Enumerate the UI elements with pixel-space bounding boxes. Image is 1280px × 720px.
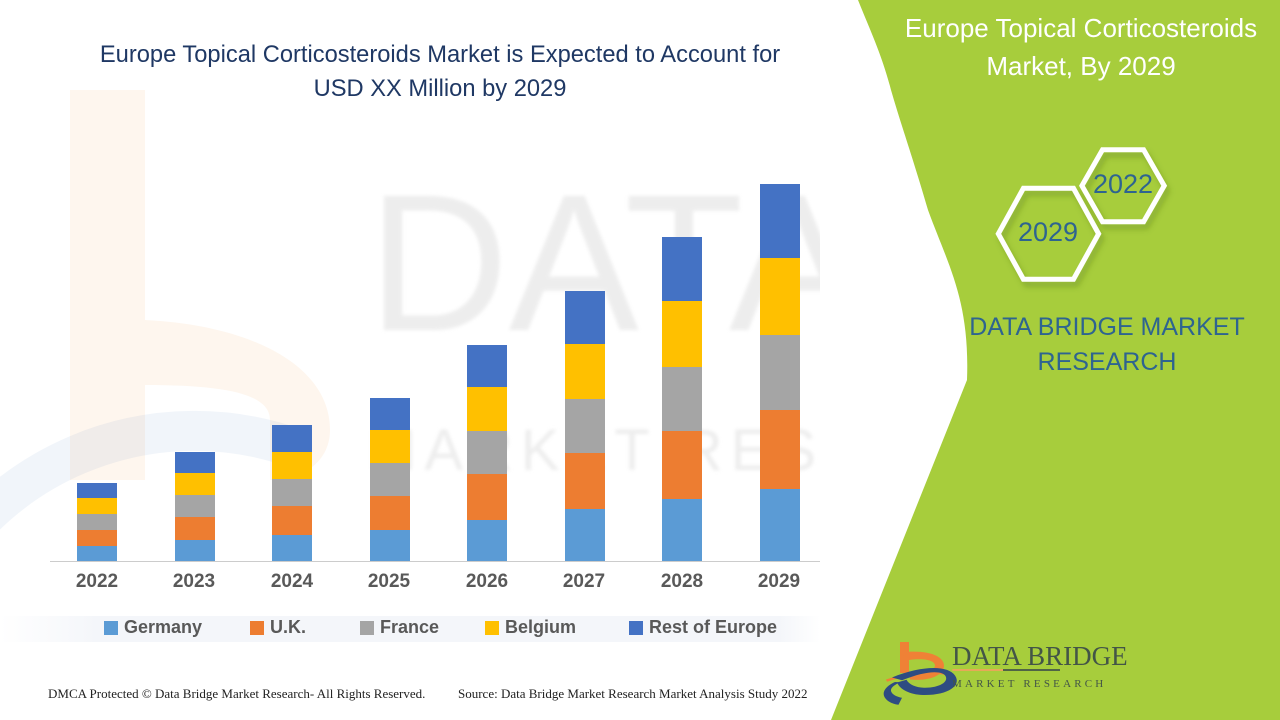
svg-text:2029: 2029 — [1018, 217, 1078, 247]
svg-text:RESEARCH: RESEARCH — [1038, 348, 1177, 376]
svg-text:DATA BRIDGE MARKET: DATA BRIDGE MARKET — [969, 313, 1245, 341]
svg-text:DATA BRIDGE: DATA BRIDGE — [952, 641, 1128, 671]
svg-text:MARKET RESEARCH: MARKET RESEARCH — [952, 678, 1106, 690]
svg-text:2022: 2022 — [1093, 169, 1153, 199]
